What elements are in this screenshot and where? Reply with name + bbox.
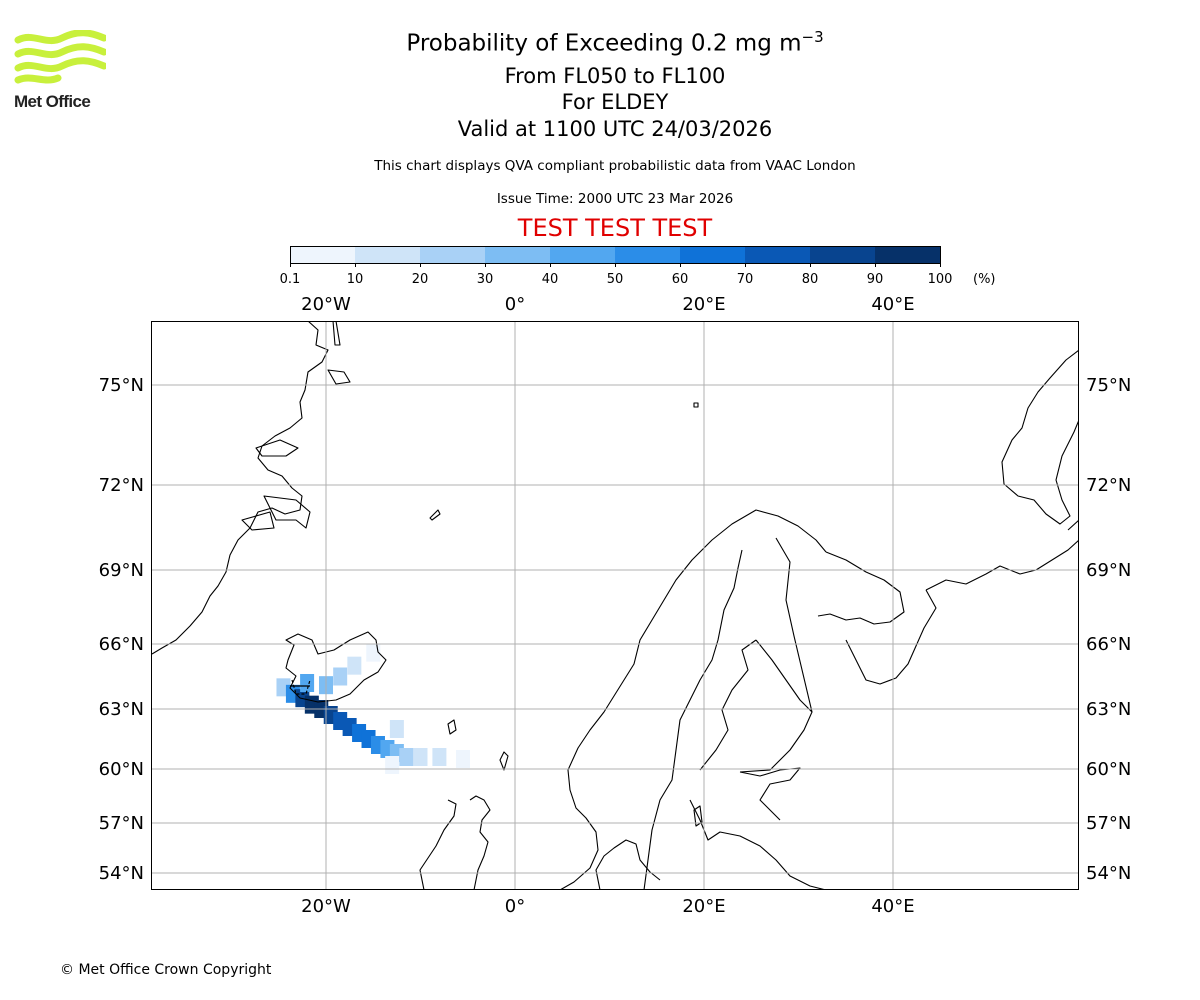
iceland-coastline: [285, 631, 387, 703]
lat-label-left: 69°N: [99, 560, 144, 581]
lat-label-right: 72°N: [1086, 475, 1131, 496]
colorbar-segment: [680, 246, 745, 263]
flight-level-range: From FL050 to FL100: [504, 64, 726, 88]
plume-cell: [399, 748, 414, 766]
lat-label-right: 54°N: [1086, 863, 1131, 884]
greenland-fjord-4: [263, 495, 311, 529]
britain-coastline: [469, 795, 491, 890]
test-banner: TEST TEST TEST: [517, 214, 713, 242]
colorbar-segment: [355, 246, 420, 263]
plume-cell: [389, 720, 404, 738]
lat-label-right: 75°N: [1086, 375, 1131, 396]
chart-title: Probability of Exceeding 0.2 mg m−3: [406, 28, 824, 57]
logo-text: Met Office: [14, 92, 91, 111]
plume-cell: [333, 667, 348, 686]
valid-time: Valid at 1100 UTC 24/03/2026: [457, 117, 773, 141]
volcano-name: For ELDEY: [561, 90, 669, 114]
colorbar-tick-label: 0.1: [280, 272, 301, 287]
lat-label-right: 69°N: [1086, 560, 1131, 581]
bjornoya-island: [693, 402, 699, 408]
colorbar-tick-label: 60: [672, 272, 689, 287]
volcano-region-outline: [290, 679, 311, 695]
copyright-text: © Met Office Crown Copyright: [60, 962, 272, 978]
finland-russia-border: [775, 537, 813, 713]
colorbar-tick-label: 30: [477, 272, 494, 287]
colorbar-segment: [810, 246, 875, 263]
lat-label-right: 57°N: [1086, 813, 1131, 834]
lat-label-left: 75°N: [99, 375, 144, 396]
svalbard-coastline: [1001, 349, 1079, 525]
colorbar: 0.1 10 20 30 40 50 60 70 80 90 100 (%): [280, 246, 996, 287]
colorbar-tick-label: 100: [928, 272, 953, 287]
lon-label-top: 0°: [505, 294, 525, 315]
lat-label-left: 54°N: [99, 863, 144, 884]
lat-label-left: 66°N: [99, 634, 144, 655]
colorbar-tick-label: 50: [607, 272, 624, 287]
colorbar-segment: [745, 246, 810, 263]
white-sea-coast: [845, 589, 937, 685]
greenland-coastline: [151, 321, 329, 655]
novaya-zemlya-coast: [1067, 519, 1079, 531]
lat-label-left: 72°N: [99, 475, 144, 496]
lon-label-bottom: 40°E: [871, 896, 914, 917]
plume-cell: [456, 750, 471, 768]
plume-cell: [385, 756, 400, 774]
baltic-coast-sweden: [699, 639, 757, 771]
norway-sweden-border: [643, 549, 743, 890]
denmark-coast: [595, 839, 661, 890]
lon-label-top: 40°E: [871, 294, 914, 315]
colorbar-segment: [615, 246, 680, 263]
greenland-fjord-5: [241, 511, 275, 531]
faroe-islands: [447, 719, 457, 735]
met-office-logo-icon: [14, 30, 106, 84]
lat-label-right: 60°N: [1086, 759, 1131, 780]
lat-label-left: 60°N: [99, 759, 144, 780]
plume-cell: [300, 674, 315, 692]
britain-west-coast: [419, 799, 457, 890]
greenland-fjord-2: [327, 369, 351, 385]
colorbar-segment: [485, 246, 550, 263]
colorbar-segment: [290, 246, 355, 263]
colorbar-segment: [420, 246, 485, 263]
shetland-islands: [499, 751, 509, 771]
lat-label-left: 57°N: [99, 813, 144, 834]
lon-label-bottom: 20°W: [301, 896, 351, 917]
lon-label-bottom: 0°: [505, 896, 525, 917]
graticule: [151, 321, 1079, 890]
colorbar-tick-label: 70: [737, 272, 754, 287]
colorbar-segment: [550, 246, 615, 263]
lat-label-right: 66°N: [1086, 634, 1131, 655]
lat-label-right: 63°N: [1086, 699, 1131, 720]
lat-label-left: 63°N: [99, 699, 144, 720]
colorbar-tick-label: 40: [542, 272, 559, 287]
colorbar-tick-label: 10: [347, 272, 364, 287]
lon-label-bottom: 20°E: [682, 896, 725, 917]
colorbar-segment: [875, 246, 940, 263]
disclaimer-text: This chart displays QVA compliant probab…: [374, 158, 856, 174]
lon-label-top: 20°W: [301, 294, 351, 315]
lon-label-top: 20°E: [682, 294, 725, 315]
map-frame: [151, 321, 1079, 890]
greenland-fjord-1: [332, 321, 341, 346]
plume-cell: [366, 643, 381, 662]
estonia-coast: [739, 767, 801, 821]
colorbar-tick-label: 90: [867, 272, 884, 287]
map-background: [151, 321, 1079, 890]
gotland-island: [693, 805, 703, 827]
plume-cell: [347, 656, 362, 675]
norway-coastline: [559, 509, 827, 890]
colorbar-tick-label: 80: [802, 272, 819, 287]
jan-mayen-island: [429, 509, 441, 521]
colorbar-unit: (%): [973, 272, 996, 287]
plume-cell: [413, 748, 428, 766]
ash-plume: [276, 643, 471, 774]
greenland-fjord-3: [255, 439, 299, 457]
colorbar-tick-label: 20: [412, 272, 429, 287]
issue-time: Issue Time: 2000 UTC 23 Mar 2026: [496, 191, 734, 207]
plume-cell: [432, 748, 447, 766]
